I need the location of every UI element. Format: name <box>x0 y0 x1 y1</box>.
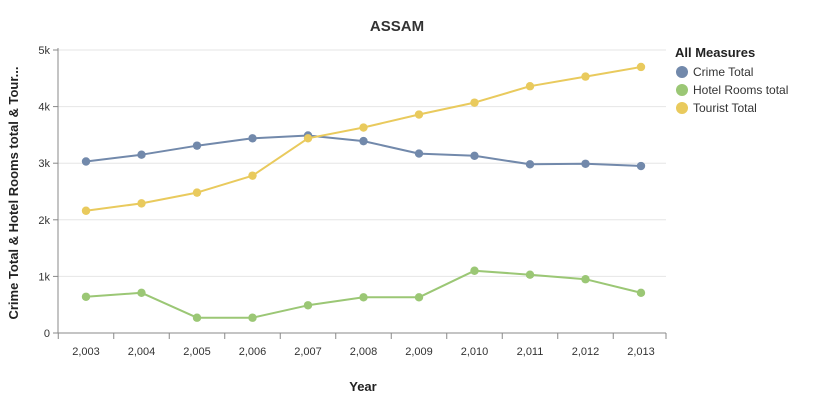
data-point[interactable] <box>81 157 91 166</box>
axes: 0 1k 2k 3k 4k 5k 2,003 2,004 2,005 2,006 2,007 2,00… <box>38 45 667 358</box>
data-point[interactable] <box>414 110 424 119</box>
x-tick-label: 2,003 <box>72 346 100 358</box>
data-point[interactable] <box>359 293 368 302</box>
data-point[interactable] <box>525 270 535 279</box>
legend-item[interactable]: Tourist Total <box>676 101 757 115</box>
data-point[interactable] <box>192 188 202 197</box>
data-point[interactable] <box>636 62 646 72</box>
data-point[interactable] <box>581 159 590 168</box>
data-point[interactable] <box>636 161 646 171</box>
gridlines <box>58 49 666 277</box>
data-point[interactable] <box>192 313 202 322</box>
data-point[interactable] <box>81 206 91 215</box>
data-point[interactable] <box>248 134 257 143</box>
y-tick-label: 4k <box>38 102 50 114</box>
data-point[interactable] <box>248 313 257 322</box>
x-tick-label: 2,006 <box>239 346 267 358</box>
data-point[interactable] <box>525 160 535 169</box>
legend-marker <box>676 102 688 114</box>
legend-marker <box>676 84 688 96</box>
legend-title: All Measures <box>675 45 755 60</box>
y-tick-label: 1k <box>38 271 50 283</box>
x-tick-label: 2,005 <box>183 346 211 358</box>
data-point[interactable] <box>414 293 424 302</box>
data-point[interactable] <box>137 288 146 298</box>
x-tick-label: 2,009 <box>405 346 433 358</box>
legend: All Measures Crime Total Hotel Rooms tota… <box>675 45 788 115</box>
series-crime-total <box>81 131 646 171</box>
data-point[interactable] <box>359 136 368 146</box>
x-axis-title: Year <box>349 379 376 394</box>
x-tick-label: 2,012 <box>572 346 600 358</box>
data-point[interactable] <box>636 288 646 298</box>
series-lines <box>81 62 646 322</box>
data-point[interactable] <box>303 301 313 310</box>
data-point[interactable] <box>525 82 535 91</box>
data-point[interactable] <box>359 123 368 132</box>
data-point[interactable] <box>192 141 202 150</box>
x-tick-label: 2,011 <box>517 346 544 358</box>
x-tick-label: 2,007 <box>294 346 322 358</box>
y-tick-label: 3k <box>38 158 50 170</box>
x-tick-label: 2,004 <box>128 346 156 358</box>
y-tick-label: 0 <box>44 328 50 340</box>
legend-label: Hotel Rooms total <box>693 83 788 97</box>
data-point[interactable] <box>470 266 479 275</box>
data-point[interactable] <box>81 292 91 301</box>
x-tick-label: 2,010 <box>461 346 489 358</box>
data-point[interactable] <box>137 150 146 159</box>
y-tick-label: 2k <box>38 215 50 227</box>
data-point[interactable] <box>414 149 424 158</box>
data-point[interactable] <box>303 134 313 143</box>
legend-item[interactable]: Crime Total <box>676 65 753 79</box>
legend-label: Crime Total <box>693 65 753 79</box>
data-point[interactable] <box>581 275 590 284</box>
data-point[interactable] <box>248 171 257 180</box>
data-point[interactable] <box>470 151 479 161</box>
legend-item[interactable]: Hotel Rooms total <box>676 83 788 97</box>
series-hotel-rooms-total <box>81 266 646 322</box>
x-tick-label: 2,013 <box>627 346 655 358</box>
chart-title: ASSAM <box>370 18 424 35</box>
legend-label: Tourist Total <box>693 101 757 115</box>
y-tick-label: 5k <box>38 45 50 57</box>
y-axis-title: Crime Total & Hotel Rooms total & Tour..… <box>6 66 21 319</box>
data-point[interactable] <box>137 199 146 208</box>
legend-marker <box>676 66 688 78</box>
data-point[interactable] <box>470 98 479 107</box>
x-tick-label: 2,008 <box>350 346 378 358</box>
data-point[interactable] <box>581 72 590 81</box>
series-tourist-total <box>81 62 646 215</box>
